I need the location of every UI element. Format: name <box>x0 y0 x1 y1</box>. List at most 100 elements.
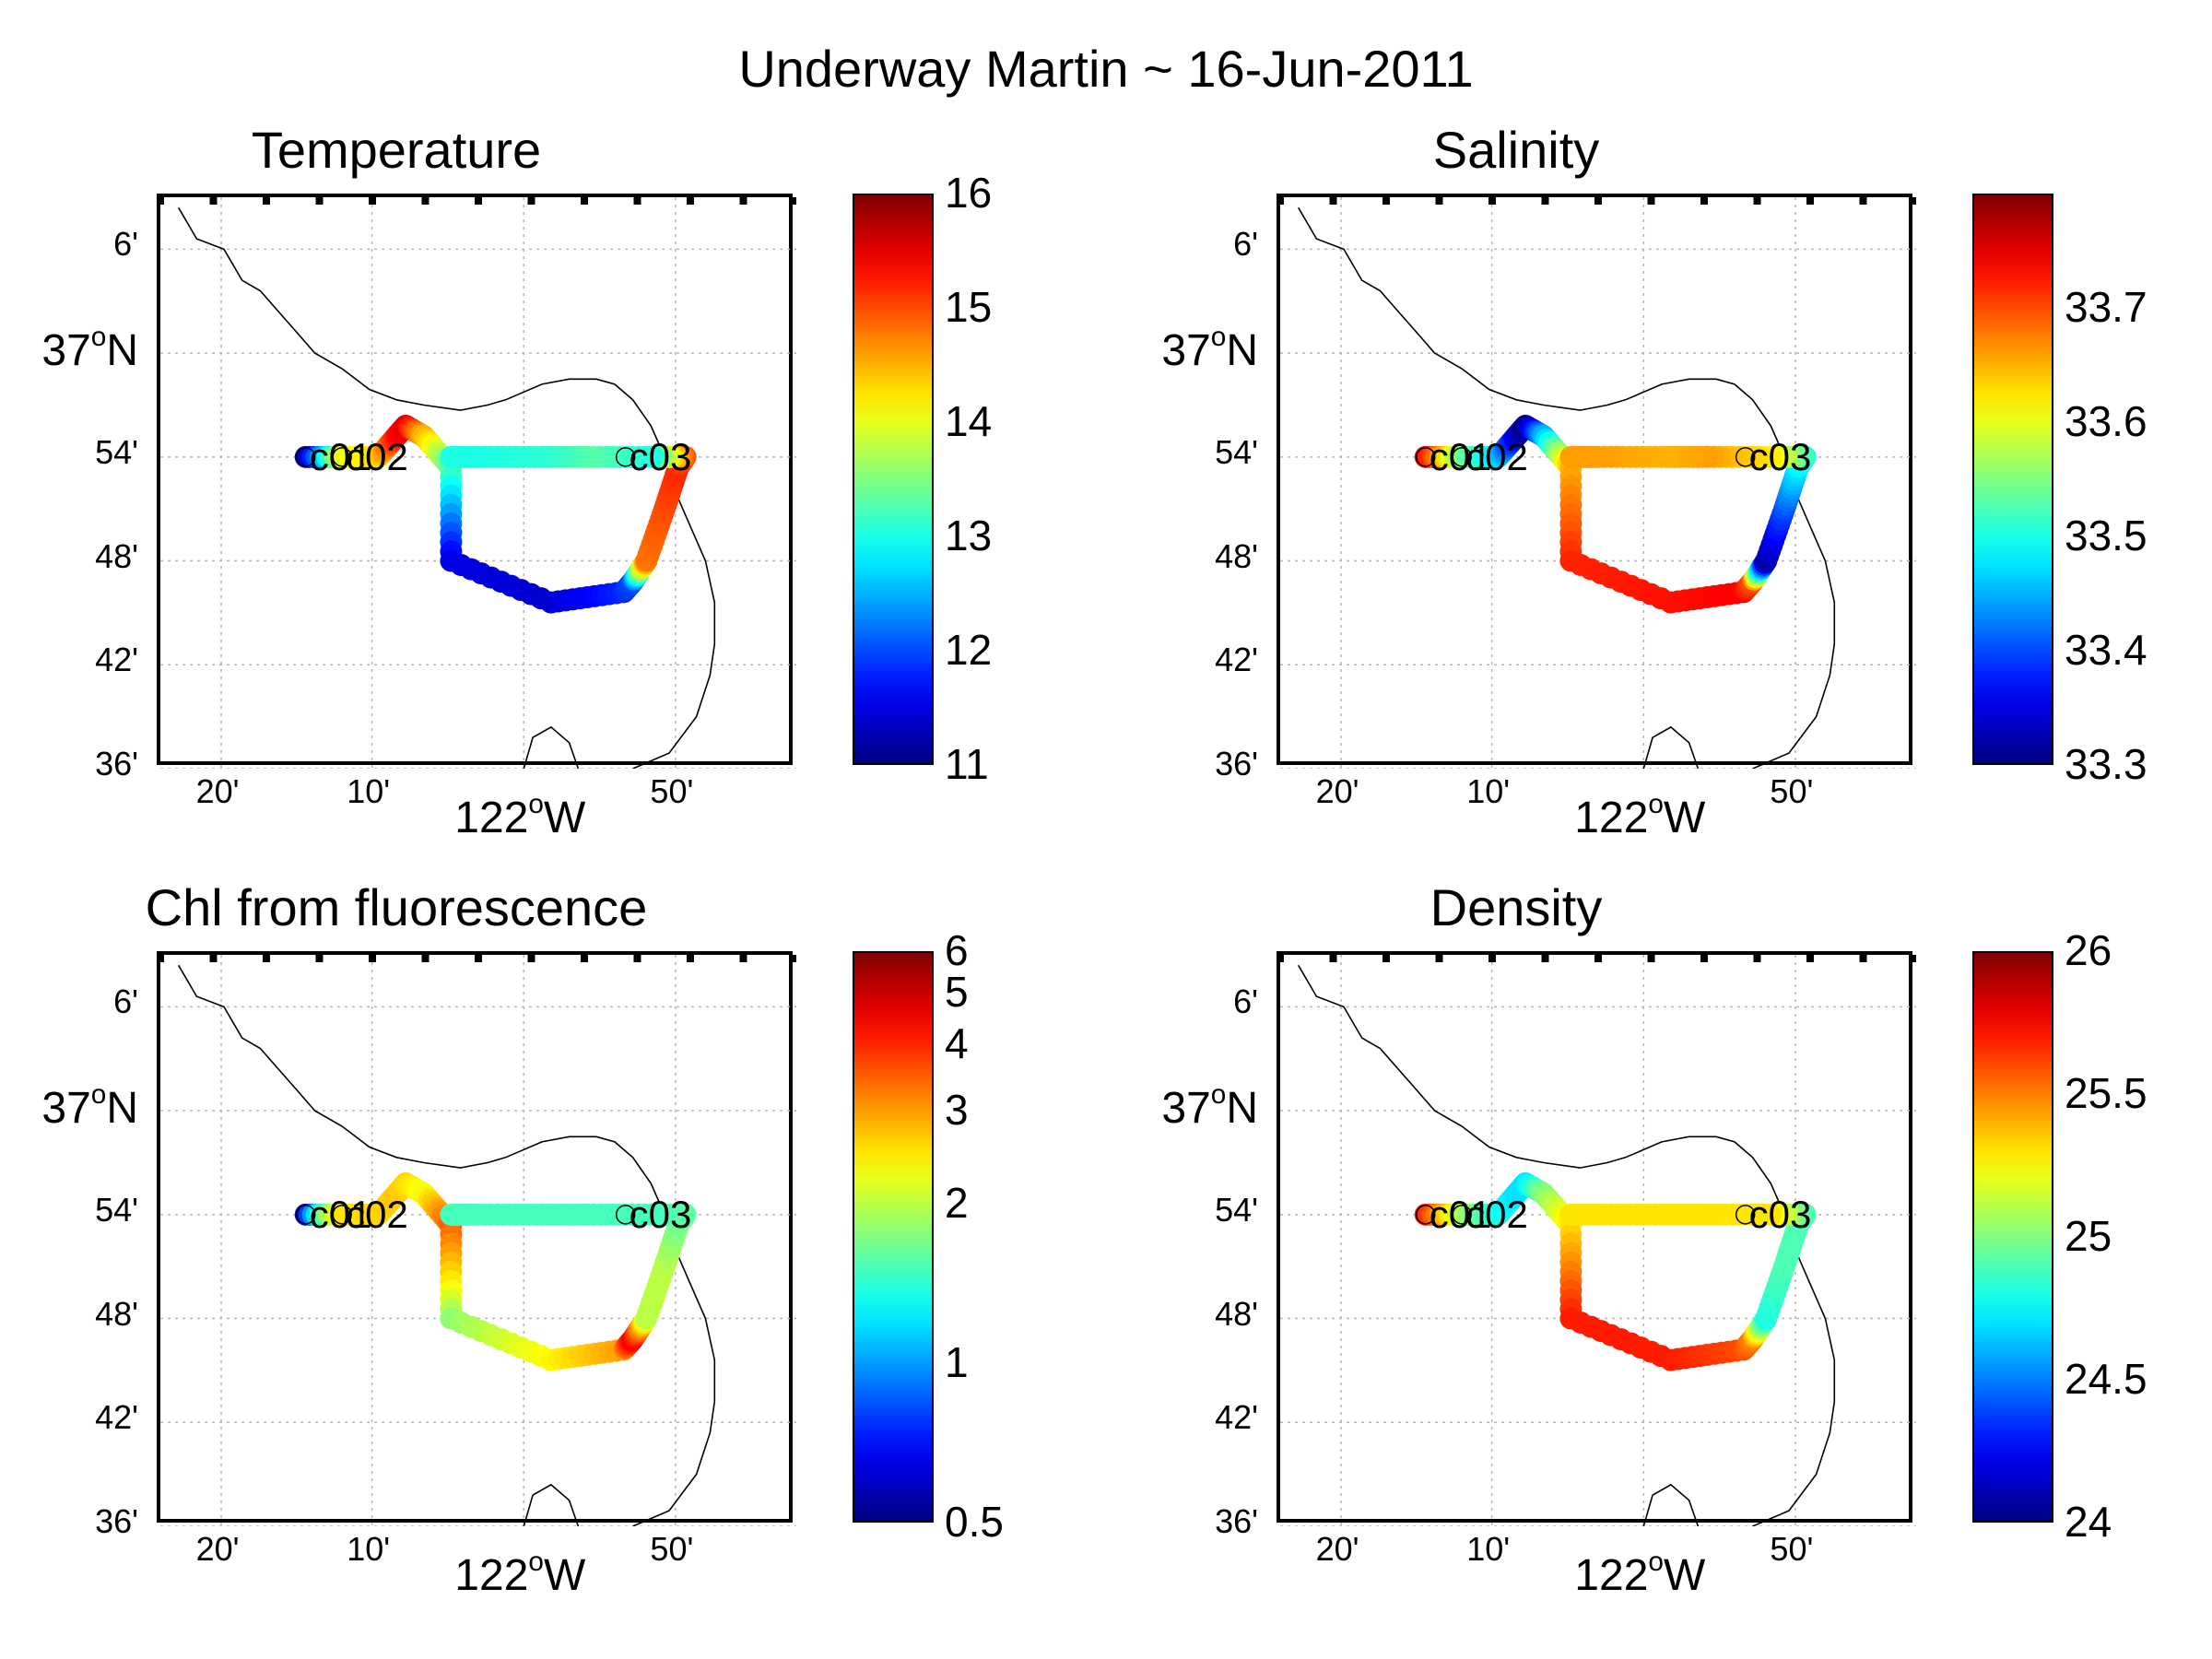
frame-tick <box>687 955 694 962</box>
colorbar-tick-label: 33.7 <box>2065 283 2147 331</box>
colorbar-tick-label: 1 <box>945 1338 969 1387</box>
lat-tick-label: 6' <box>1233 225 1258 264</box>
colorbar-tick-label: 2 <box>945 1179 969 1228</box>
chart-title: Density <box>1430 878 1603 936</box>
lon-tick-label: 20' <box>1315 1530 1359 1568</box>
degree-sup: o <box>528 1547 544 1577</box>
lat-tick-label: 36' <box>95 1502 138 1540</box>
chart-panel: Chl from fluorescence c01 c02 c03 6' 54' 48' 42… <box>0 877 1106 1633</box>
lat-tick-label: 36' <box>1215 1502 1258 1540</box>
frame-tick <box>315 197 324 205</box>
colorbar-tick-label: 3 <box>945 1085 969 1134</box>
frame-tick <box>263 955 270 962</box>
station-marker <box>1415 1205 1436 1225</box>
lon-major-base: 122 <box>454 1550 529 1600</box>
lon-major-suffix: W <box>543 1550 586 1600</box>
frame-tick <box>1700 955 1708 962</box>
colorbar <box>853 194 934 765</box>
lon-tick-label: 50' <box>650 1530 694 1568</box>
station-label: c03 <box>629 435 692 478</box>
chart-panel: Density c01 c02 c03 6' 54' 48' 42' 36' 37oN 20' 10'… <box>1120 877 2212 1633</box>
colorbar-tick-label: 33.6 <box>2065 397 2147 445</box>
station-marker <box>295 1205 316 1225</box>
degree-sup: o <box>1210 322 1227 353</box>
colorbar-tick-label: 26 <box>2065 926 2112 974</box>
chart-title: Salinity <box>1432 121 1600 179</box>
colorbar-tick-label: 14 <box>945 397 993 445</box>
coastline <box>1642 1483 1700 1526</box>
lat-major-label: 37oN <box>0 1079 138 1134</box>
lat-major-label: 37oN <box>1120 322 1258 376</box>
lat-major-base: 37 <box>41 1083 91 1133</box>
station-marker <box>1735 447 1756 467</box>
frame-tick <box>527 197 535 205</box>
coastline <box>523 725 580 769</box>
station-marker <box>1452 1205 1472 1225</box>
frame-tick <box>1541 955 1549 962</box>
map-plot-area: c01 c02 c03 <box>1277 194 1916 769</box>
frame-tick <box>160 955 164 962</box>
colorbar-tick-label: 24.5 <box>2065 1355 2147 1403</box>
coastline <box>178 964 716 1526</box>
lon-tick-label: 20' <box>195 1530 240 1568</box>
frame-tick <box>421 955 429 962</box>
lat-tick-label: 48' <box>95 536 138 575</box>
colorbar <box>1972 194 2053 765</box>
lon-tick-label: 20' <box>1315 772 1359 810</box>
station-marker <box>332 447 352 467</box>
frame-tick <box>1435 955 1443 962</box>
station-label: c02 <box>1465 1193 1528 1236</box>
coastline <box>178 206 716 769</box>
frame-tick <box>793 955 796 962</box>
chart-title: Temperature <box>251 121 542 179</box>
degree-sup: o <box>1648 1547 1664 1577</box>
degree-sup: o <box>1648 789 1664 819</box>
station-marker <box>615 447 636 467</box>
colorbar-tick-label: 24 <box>2065 1498 2112 1546</box>
map-plot-area: c01 c02 c03 <box>157 951 796 1526</box>
station-marker <box>1452 447 1472 467</box>
frame-tick <box>1700 197 1708 205</box>
frame-tick <box>1912 955 1916 962</box>
colorbar-tick-label: 6 <box>945 926 969 974</box>
station-label: c03 <box>1749 435 1812 478</box>
frame-tick <box>1859 197 1867 205</box>
station-label: c02 <box>1465 435 1528 478</box>
lon-major-suffix: W <box>1663 1550 1706 1600</box>
station-label: c02 <box>346 1193 408 1236</box>
figure-title: Underway Martin ~ 16-Jun-2011 <box>738 40 1474 98</box>
lat-major-base: 37 <box>1161 325 1211 375</box>
station-label: c02 <box>346 435 408 478</box>
colorbar-tick-label: 25.5 <box>2065 1069 2147 1117</box>
colorbar-tick-label: 4 <box>945 1019 969 1068</box>
track-point <box>1569 445 1592 468</box>
lon-tick-label: 50' <box>650 772 694 810</box>
station-marker <box>615 1205 636 1225</box>
colorbar <box>853 951 934 1523</box>
colorbar-tick-label: 33.4 <box>2065 626 2147 674</box>
lat-tick-label: 6' <box>1233 982 1258 1021</box>
frame-tick <box>527 955 535 962</box>
lat-tick-label: 6' <box>113 225 138 264</box>
lon-tick-label: 20' <box>195 772 240 810</box>
lat-tick-label: 42' <box>1215 641 1258 679</box>
lon-major-suffix: W <box>1663 793 1706 842</box>
coastline <box>1298 206 1836 769</box>
frame-tick <box>1541 197 1549 205</box>
frame-tick <box>1753 197 1761 205</box>
frame-tick <box>160 197 164 205</box>
map-plot-area: c01 c02 c03 <box>157 194 796 769</box>
lat-tick-label: 42' <box>95 1398 138 1437</box>
lat-tick-label: 54' <box>1215 432 1258 471</box>
lat-major-suffix: N <box>1226 1083 1258 1133</box>
frame-tick <box>687 197 694 205</box>
lon-tick-label: 50' <box>1770 1530 1814 1568</box>
station-label: c01 <box>310 1193 372 1236</box>
frame-tick <box>1382 197 1390 205</box>
degree-sup: o <box>1210 1079 1227 1111</box>
frame-tick <box>1382 955 1390 962</box>
station-label: c01 <box>1430 435 1492 478</box>
